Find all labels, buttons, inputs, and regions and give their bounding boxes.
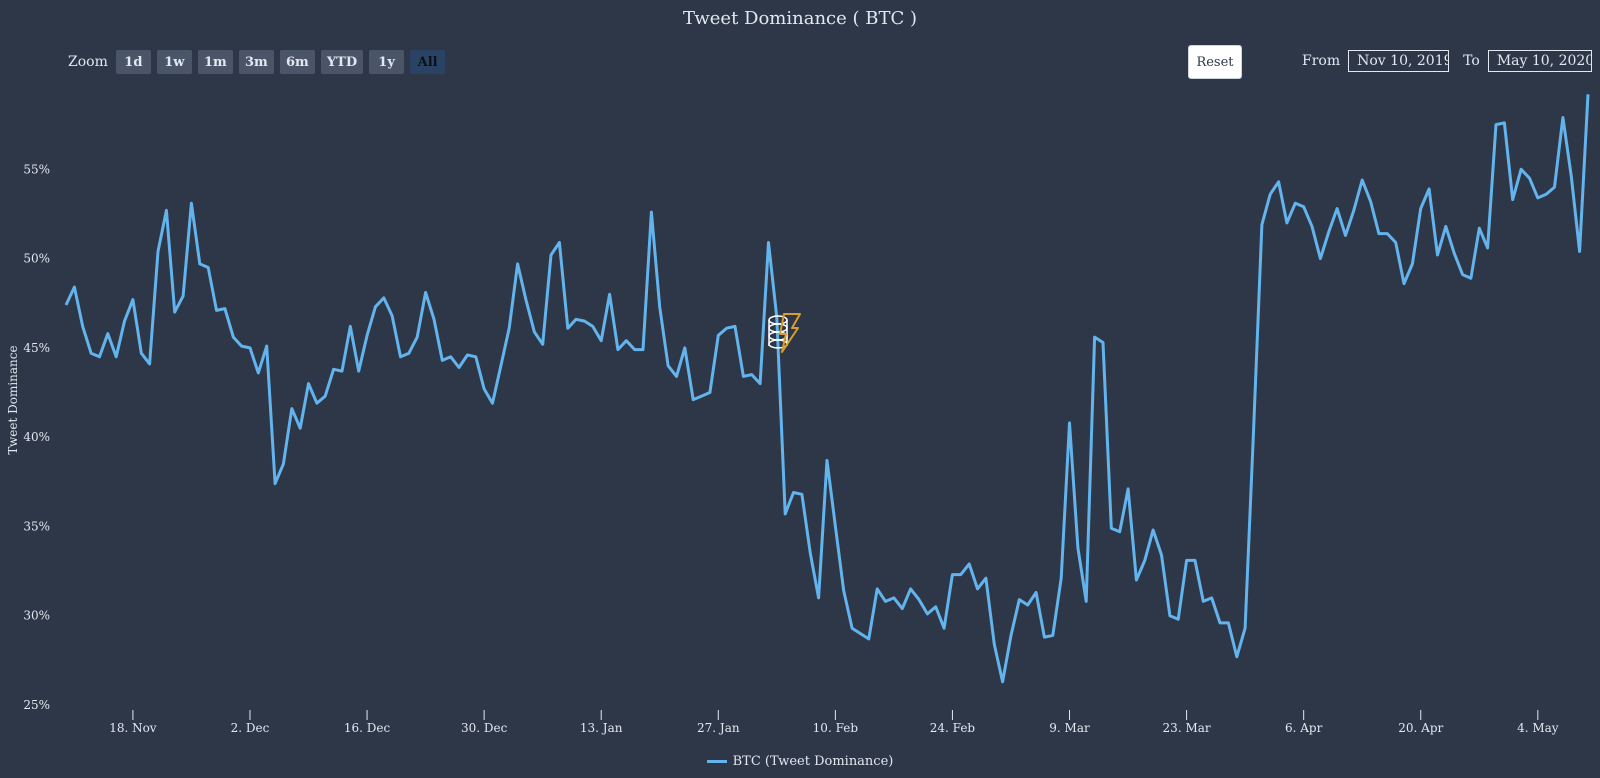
- reset-button[interactable]: Reset: [1188, 45, 1242, 79]
- x-tick-label: 24. Feb: [930, 721, 976, 735]
- zoom-1y-button[interactable]: 1y: [369, 50, 405, 74]
- x-tick-label: 16. Dec: [344, 721, 391, 735]
- legend[interactable]: BTC (Tweet Dominance): [0, 754, 1600, 769]
- x-axis: 18. Nov 2. Dec 16. Dec 30. Dec 13. Jan 27. Ja…: [109, 710, 1559, 735]
- x-tick-label: 4. May: [1517, 721, 1559, 735]
- y-axis-title: Tweet Dominance: [6, 345, 20, 454]
- legend-label: BTC (Tweet Dominance): [732, 754, 894, 769]
- zoom-3m-button[interactable]: 3m: [238, 50, 274, 74]
- y-tick-label: 45%: [23, 341, 50, 355]
- zoom-all-button[interactable]: All: [410, 50, 446, 74]
- series-line-btc[interactable]: [64, 94, 1590, 684]
- zoom-bar: Zoom 1d 1w 1m 3m 6m YTD 1y All: [68, 50, 446, 74]
- x-tick-label: 20. Apr: [1398, 721, 1443, 735]
- y-tick-label: 55%: [23, 162, 50, 176]
- zoom-ytd-button[interactable]: YTD: [320, 50, 364, 74]
- to-label: To: [1463, 53, 1480, 69]
- x-tick-label: 2. Dec: [231, 721, 270, 735]
- y-tick-label: 40%: [23, 430, 50, 444]
- zoom-1m-button[interactable]: 1m: [197, 50, 233, 74]
- lightning-logo-icon: [768, 313, 801, 353]
- from-date-input[interactable]: [1348, 50, 1450, 72]
- y-tick-label: 50%: [23, 252, 50, 266]
- to-date-input[interactable]: [1487, 50, 1592, 72]
- y-tick-label: 30%: [23, 609, 50, 623]
- x-tick-label: 27. Jan: [697, 721, 740, 735]
- y-axis: 25% 30% 35% 40% 45% 50% 55%: [23, 162, 50, 712]
- x-tick-label: 23. Mar: [1163, 721, 1211, 735]
- chart-title: Tweet Dominance ( BTC ): [683, 8, 917, 29]
- x-tick-label: 10. Feb: [813, 721, 859, 735]
- x-tick-label: 30. Dec: [461, 721, 508, 735]
- zoom-1w-button[interactable]: 1w: [156, 50, 192, 74]
- from-label: From: [1302, 53, 1341, 69]
- x-tick-label: 13. Jan: [580, 721, 623, 735]
- date-range: From To: [1302, 50, 1592, 72]
- y-tick-label: 25%: [23, 698, 50, 712]
- x-tick-label: 6. Apr: [1285, 721, 1323, 735]
- zoom-6m-button[interactable]: 6m: [279, 50, 315, 74]
- y-tick-label: 35%: [23, 519, 50, 533]
- zoom-1d-button[interactable]: 1d: [115, 50, 151, 74]
- chart-plot[interactable]: 25% 30% 35% 40% 45% 50% 55% 18. Nov 2. Dec 16. D…: [0, 0, 1600, 745]
- x-tick-label: 18. Nov: [109, 721, 157, 735]
- legend-swatch: [706, 760, 727, 763]
- x-tick-label: 9. Mar: [1049, 721, 1090, 735]
- zoom-label: Zoom: [68, 54, 108, 70]
